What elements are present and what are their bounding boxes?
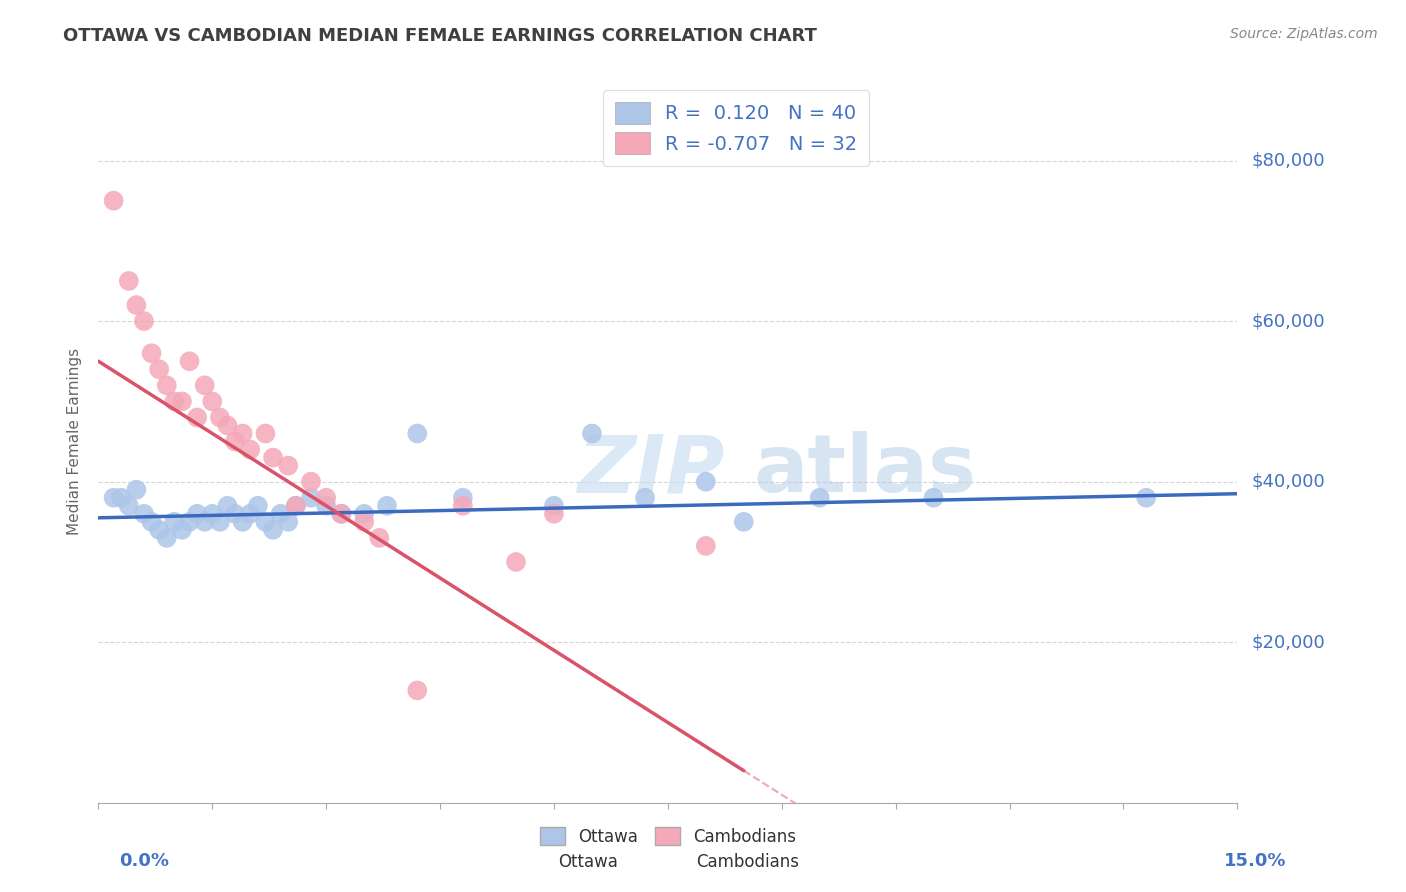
Point xyxy=(262,523,284,537)
Point xyxy=(125,483,148,497)
Point xyxy=(179,515,201,529)
Point xyxy=(217,418,239,433)
Point xyxy=(451,491,474,505)
Point xyxy=(201,394,224,409)
Point xyxy=(156,378,179,392)
Point xyxy=(330,507,353,521)
Point xyxy=(451,499,474,513)
Point xyxy=(170,523,193,537)
Point xyxy=(156,531,179,545)
Point xyxy=(543,499,565,513)
Point xyxy=(224,507,246,521)
Point xyxy=(505,555,527,569)
Point xyxy=(406,683,429,698)
Text: Ottawa: Ottawa xyxy=(558,854,619,871)
Text: $80,000: $80,000 xyxy=(1251,152,1324,169)
Point xyxy=(239,507,262,521)
Point xyxy=(118,274,141,288)
Point xyxy=(284,499,307,513)
Point xyxy=(1135,491,1157,505)
Point xyxy=(208,515,231,529)
Point xyxy=(201,507,224,521)
Text: 0.0%: 0.0% xyxy=(120,852,170,870)
Point xyxy=(110,491,132,505)
Point xyxy=(695,475,717,489)
Point xyxy=(353,507,375,521)
Point xyxy=(315,499,337,513)
Point xyxy=(315,491,337,505)
Point xyxy=(186,507,208,521)
Point xyxy=(284,499,307,513)
Point xyxy=(118,499,141,513)
Point xyxy=(232,426,254,441)
Y-axis label: Median Female Earnings: Median Female Earnings xyxy=(67,348,83,535)
Point xyxy=(277,458,299,473)
Point xyxy=(299,475,322,489)
Point xyxy=(103,194,125,208)
Text: OTTAWA VS CAMBODIAN MEDIAN FEMALE EARNINGS CORRELATION CHART: OTTAWA VS CAMBODIAN MEDIAN FEMALE EARNIN… xyxy=(63,27,817,45)
Point xyxy=(808,491,831,505)
Point xyxy=(246,499,269,513)
Point xyxy=(239,442,262,457)
Text: $40,000: $40,000 xyxy=(1251,473,1324,491)
Point xyxy=(179,354,201,368)
Point xyxy=(132,507,155,521)
Point xyxy=(194,378,217,392)
Point xyxy=(125,298,148,312)
Point xyxy=(270,507,292,521)
Point xyxy=(163,394,186,409)
Text: Cambodians: Cambodians xyxy=(696,854,799,871)
Point xyxy=(208,410,231,425)
Text: $20,000: $20,000 xyxy=(1251,633,1324,651)
Point xyxy=(170,394,193,409)
Point xyxy=(148,523,170,537)
Point xyxy=(103,491,125,505)
Point xyxy=(375,499,398,513)
Point xyxy=(330,507,353,521)
Point xyxy=(353,515,375,529)
Point xyxy=(194,515,217,529)
Point xyxy=(299,491,322,505)
Text: Source: ZipAtlas.com: Source: ZipAtlas.com xyxy=(1230,27,1378,41)
Point xyxy=(254,426,277,441)
Point xyxy=(141,346,163,360)
Point xyxy=(922,491,945,505)
Point xyxy=(163,515,186,529)
Point xyxy=(224,434,246,449)
Point xyxy=(543,507,565,521)
Text: ZIP: ZIP xyxy=(576,432,724,509)
Point xyxy=(733,515,755,529)
Point xyxy=(217,499,239,513)
Point xyxy=(186,410,208,425)
Point xyxy=(634,491,657,505)
Point xyxy=(277,515,299,529)
Point xyxy=(148,362,170,376)
Point xyxy=(132,314,155,328)
Legend: Ottawa, Cambodians: Ottawa, Cambodians xyxy=(533,821,803,852)
Text: atlas: atlas xyxy=(754,432,976,509)
Text: $60,000: $60,000 xyxy=(1251,312,1324,330)
Point xyxy=(695,539,717,553)
Point xyxy=(262,450,284,465)
Point xyxy=(232,515,254,529)
Text: 15.0%: 15.0% xyxy=(1225,852,1286,870)
Point xyxy=(406,426,429,441)
Point xyxy=(141,515,163,529)
Point xyxy=(368,531,391,545)
Point xyxy=(581,426,603,441)
Point xyxy=(254,515,277,529)
